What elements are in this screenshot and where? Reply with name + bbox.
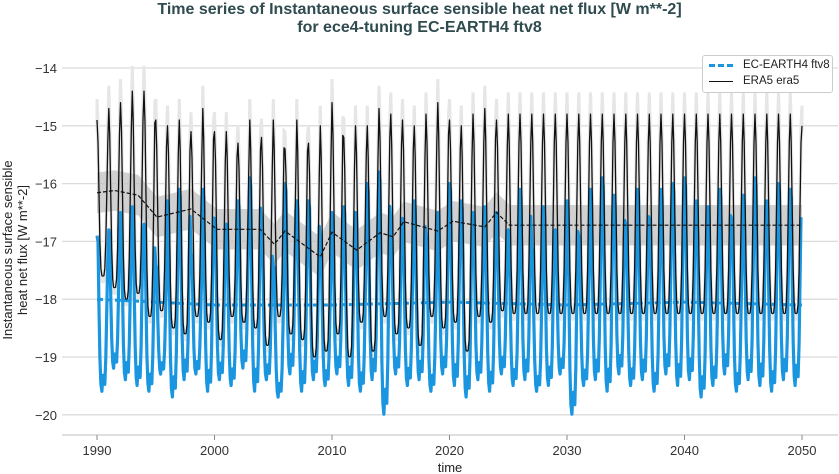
x-tick-label: 2000 <box>200 443 229 458</box>
chart-subtitle: for ece4-tuning EC-EARTH4 ftv8 <box>297 19 542 36</box>
x-tick-label: 2010 <box>318 443 347 458</box>
era5-monthly-line <box>96 90 803 358</box>
legend-label-ec-earth: EC-EARTH4 ftv8 <box>743 59 830 71</box>
y-axis-label-line2: heat net flux [W m**-2] <box>15 185 30 315</box>
x-tick-label: 1990 <box>83 443 112 458</box>
legend-item-era5: ERA5 era5 <box>709 75 799 87</box>
ec-earth-running-mean-line <box>96 297 803 307</box>
y-tick-label: −18 <box>35 292 57 307</box>
era5-running-mean-line <box>96 189 802 258</box>
y-tick-label: −16 <box>35 177 57 192</box>
y-tick-label: −19 <box>35 350 57 365</box>
legend-swatch-ec-earth <box>709 63 733 67</box>
y-tick-label: −20 <box>35 408 57 423</box>
chart-title: Time series of Instantaneous surface sen… <box>157 1 682 18</box>
legend-item-ec-earth: EC-EARTH4 ftv8 <box>709 59 830 71</box>
legend-label-era5: ERA5 era5 <box>743 75 800 87</box>
y-tick-label: −14 <box>35 61 57 76</box>
x-tick-label: 2020 <box>435 443 464 458</box>
x-tick-label: 2040 <box>670 443 699 458</box>
x-tick-label: 2030 <box>553 443 582 458</box>
x-tick-label: 2050 <box>788 443 817 458</box>
y-tick-label: −15 <box>35 119 57 134</box>
ec-earth-monthly-line <box>95 170 803 416</box>
y-axis-label-line1: Instantaneous surface sensible <box>0 160 15 339</box>
x-axis-label: time <box>438 460 463 474</box>
legend: EC-EARTH4 ftv8 ERA5 era5 <box>702 55 833 93</box>
y-tick-label: −17 <box>35 234 57 249</box>
legend-swatch-era5 <box>709 80 733 82</box>
